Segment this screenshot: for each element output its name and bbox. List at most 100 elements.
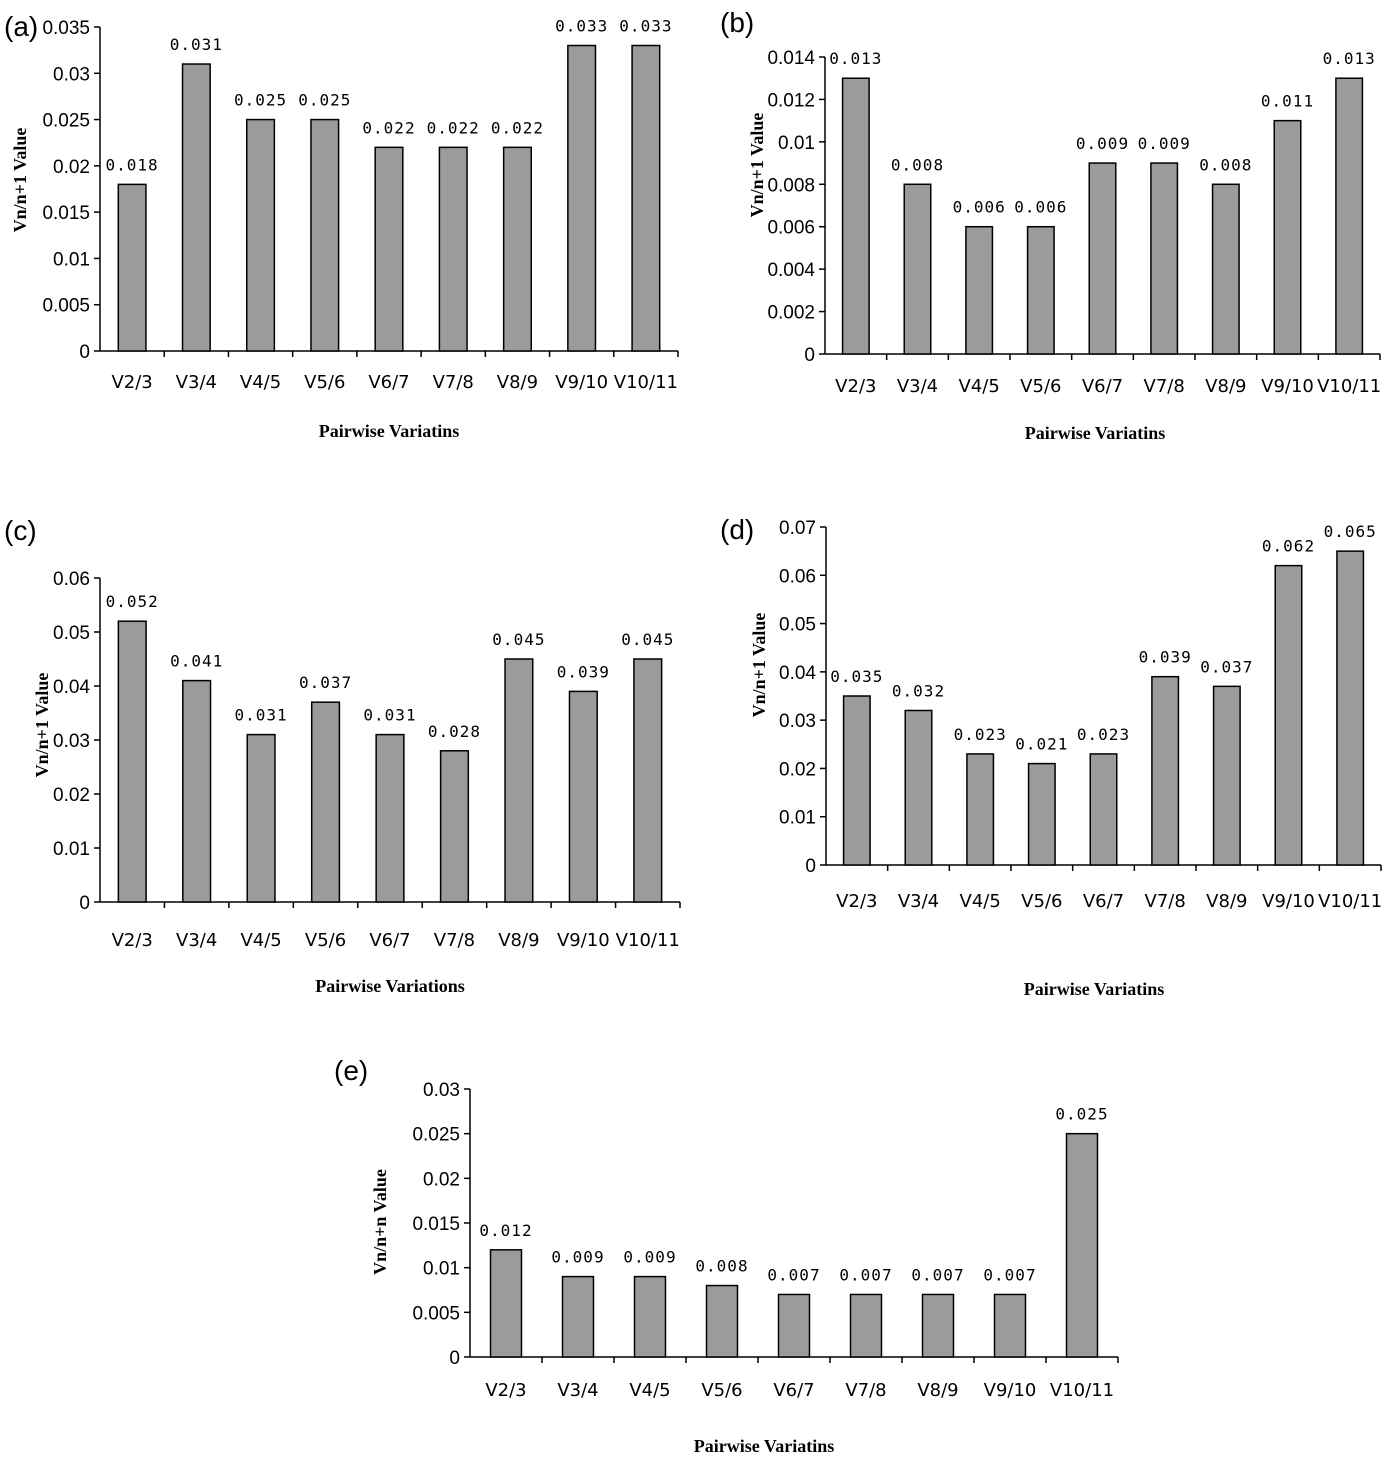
data-label: 0.009 bbox=[623, 1248, 676, 1267]
data-label: 0.037 bbox=[1200, 657, 1253, 676]
bar bbox=[502, 146, 533, 352]
data-label: 0.021 bbox=[1015, 735, 1068, 754]
y-tick-label: 0.01 bbox=[779, 808, 816, 829]
x-tick-label: V4/5 bbox=[240, 372, 281, 393]
bar bbox=[633, 1275, 667, 1358]
x-axis-title: Pairwise Variatins bbox=[319, 421, 460, 441]
y-tick-label: 0 bbox=[804, 345, 815, 366]
bar bbox=[705, 1284, 739, 1358]
data-label: 0.035 bbox=[830, 667, 883, 686]
y-axis-title: Vn/n+1 Value bbox=[749, 613, 769, 718]
y-tick-label: 0.01 bbox=[423, 1259, 460, 1280]
y-tick-label: 0.07 bbox=[779, 518, 816, 539]
y-tick-label: 0.008 bbox=[767, 175, 815, 196]
y-tick-label: 0.014 bbox=[767, 48, 815, 69]
data-label: 0.031 bbox=[363, 706, 416, 725]
bar bbox=[849, 1293, 883, 1358]
data-label: 0.009 bbox=[1138, 134, 1191, 153]
data-label: 0.045 bbox=[492, 630, 545, 649]
data-label: 0.025 bbox=[1055, 1105, 1108, 1124]
x-tick-label: V10/11 bbox=[1318, 891, 1382, 912]
data-label: 0.039 bbox=[1139, 648, 1192, 667]
bar bbox=[1335, 77, 1364, 355]
bar bbox=[568, 690, 598, 903]
panel-label: (d) bbox=[720, 514, 754, 545]
bar bbox=[117, 620, 147, 903]
chart-panel: (b) 0 0.002 0.004 0.006 0.008 0.01 0.012 0.014 V2… bbox=[720, 7, 1381, 443]
chart-panel: (c) 0 0.01 0.02 0.03 0.04 0.05 0.06 V2/3 0.052 V3/… bbox=[4, 515, 681, 996]
x-tick-label: V7/8 bbox=[434, 930, 475, 951]
x-axis-title: Pairwise Variatins bbox=[1024, 979, 1165, 999]
panel-label: (e) bbox=[334, 1055, 368, 1086]
data-label: 0.009 bbox=[551, 1248, 604, 1267]
data-label: 0.025 bbox=[234, 91, 287, 110]
x-tick-label: V9/10 bbox=[984, 1380, 1037, 1401]
y-tick-label: 0.06 bbox=[53, 569, 90, 590]
bar bbox=[246, 733, 276, 903]
x-tick-label: V10/11 bbox=[1317, 376, 1381, 397]
y-axis-title: Vn/n+n Value bbox=[370, 1169, 390, 1275]
y-tick-label: 0.03 bbox=[779, 711, 816, 732]
bar bbox=[1336, 550, 1365, 866]
panel-label: (a) bbox=[4, 11, 38, 42]
data-label: 0.031 bbox=[170, 35, 223, 54]
x-tick-label: V5/6 bbox=[1021, 891, 1062, 912]
y-tick-label: 0.015 bbox=[42, 203, 90, 224]
x-tick-label: V5/6 bbox=[1020, 376, 1061, 397]
y-tick-label: 0.025 bbox=[412, 1125, 460, 1146]
data-label: 0.008 bbox=[891, 155, 944, 174]
x-tick-label: V4/5 bbox=[240, 930, 281, 951]
bar bbox=[504, 658, 534, 903]
bar bbox=[1273, 119, 1302, 355]
bar bbox=[921, 1293, 955, 1358]
y-tick-label: 0.006 bbox=[767, 218, 815, 239]
x-tick-label: V4/5 bbox=[629, 1380, 670, 1401]
data-label: 0.007 bbox=[767, 1265, 820, 1284]
chart-panel: (d) 0 0.01 0.02 0.03 0.04 0.05 0.06 0.07 V2/3 0.03… bbox=[720, 514, 1382, 999]
y-tick-label: 0.035 bbox=[42, 18, 90, 39]
x-tick-label: V8/9 bbox=[917, 1380, 958, 1401]
data-label: 0.033 bbox=[555, 17, 608, 36]
panel-label: (b) bbox=[720, 7, 754, 38]
bar bbox=[117, 183, 147, 352]
x-tick-label: V6/7 bbox=[1082, 376, 1123, 397]
x-axis-title: Pairwise Variatins bbox=[1025, 423, 1166, 443]
chart-panel: (e) 0 0.005 0.01 0.015 0.02 0.025 0.03 V2/3 0.012… bbox=[334, 1055, 1119, 1456]
y-tick-label: 0.02 bbox=[779, 759, 816, 780]
bar bbox=[1027, 762, 1056, 866]
y-tick-label: 0.03 bbox=[53, 64, 90, 85]
bar bbox=[439, 750, 470, 903]
bar bbox=[1088, 162, 1117, 355]
x-tick-label: V7/8 bbox=[845, 1380, 886, 1401]
y-tick-label: 0 bbox=[805, 856, 816, 877]
panel-label: (c) bbox=[4, 515, 37, 546]
bar bbox=[842, 695, 871, 866]
bar bbox=[438, 146, 468, 352]
x-tick-label: V5/6 bbox=[305, 930, 346, 951]
bar bbox=[904, 709, 933, 866]
y-tick-label: 0.02 bbox=[53, 785, 90, 806]
data-label: 0.022 bbox=[427, 118, 480, 137]
bar bbox=[903, 183, 932, 355]
bar bbox=[966, 753, 995, 866]
x-axis-title: Pairwise Variations bbox=[315, 976, 465, 996]
data-label: 0.039 bbox=[557, 662, 610, 681]
bar bbox=[1065, 1132, 1099, 1358]
bar bbox=[777, 1293, 811, 1358]
bar bbox=[567, 44, 597, 352]
y-tick-label: 0.05 bbox=[53, 623, 90, 644]
y-tick-label: 0.03 bbox=[53, 731, 90, 752]
x-tick-label: V8/9 bbox=[498, 930, 539, 951]
y-tick-label: 0.015 bbox=[412, 1214, 460, 1235]
y-tick-label: 0.01 bbox=[53, 839, 90, 860]
y-tick-label: 0 bbox=[79, 342, 90, 363]
y-tick-label: 0.05 bbox=[779, 615, 816, 636]
x-tick-label: V2/3 bbox=[485, 1380, 526, 1401]
data-label: 0.022 bbox=[362, 118, 415, 137]
data-label: 0.041 bbox=[170, 652, 223, 671]
y-tick-label: 0.01 bbox=[53, 249, 90, 270]
x-tick-label: V3/4 bbox=[898, 891, 939, 912]
y-tick-label: 0 bbox=[79, 893, 90, 914]
y-axis-title: Vn/n+1 Value bbox=[32, 673, 52, 778]
bar bbox=[1151, 675, 1180, 866]
